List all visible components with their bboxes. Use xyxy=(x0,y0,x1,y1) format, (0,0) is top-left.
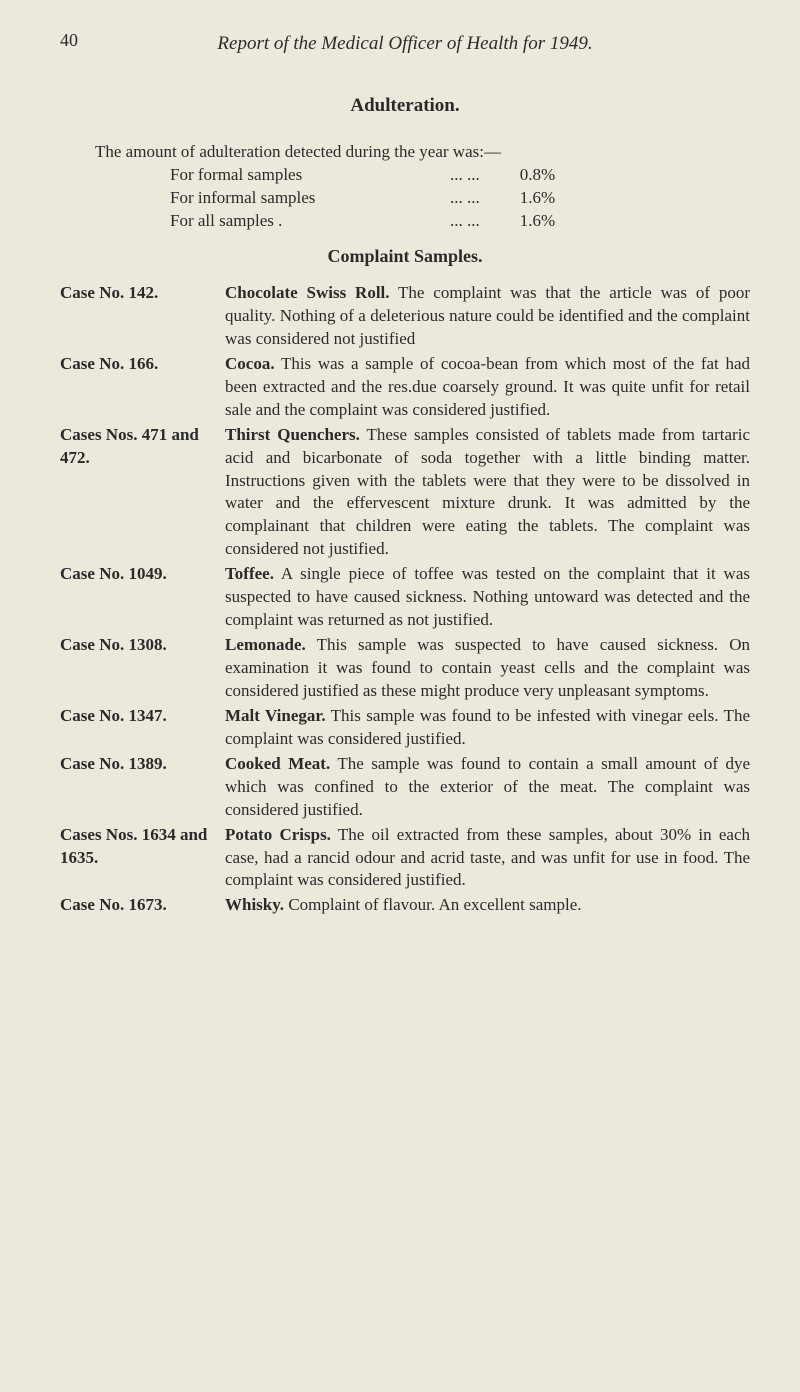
intro-text: The amount of adulteration detected duri… xyxy=(95,142,750,162)
case-entry: Case No. 142.Chocolate Swiss Roll. The c… xyxy=(60,282,750,351)
case-entry: Case No. 166.Cocoa. This was a sample of… xyxy=(60,353,750,422)
case-body: Cocoa. This was a sample of cocoa-bean f… xyxy=(225,353,750,422)
case-label: Cases Nos. 471 and 472. xyxy=(60,424,225,562)
case-title: Potato Crisps. xyxy=(225,825,331,844)
case-body: Cooked Meat. The sample was found to con… xyxy=(225,753,750,822)
case-title: Chocolate Swiss Roll. xyxy=(225,283,390,302)
case-label: Case No. 1308. xyxy=(60,634,225,703)
case-label: Case No. 166. xyxy=(60,353,225,422)
case-label: Case No. 1347. xyxy=(60,705,225,751)
section-title: Adulteration. xyxy=(60,95,750,117)
case-body: Toffee. A single piece of toffee was tes… xyxy=(225,563,750,632)
case-title: Malt Vinegar. xyxy=(225,706,326,725)
case-entry: Cases Nos. 1634 and 1635.Potato Crisps. … xyxy=(60,824,750,893)
case-text: This was a sample of cocoa-bean from whi… xyxy=(225,354,750,419)
sample-dots: ... ... xyxy=(450,188,480,208)
sample-value: 1.6% xyxy=(520,211,600,231)
sample-dots: ... ... xyxy=(450,211,480,231)
sample-value: 0.8% xyxy=(520,165,600,185)
sample-label: For all samples . xyxy=(170,211,450,231)
case-title: Cocoa. xyxy=(225,354,275,373)
case-body: Malt Vinegar. This sample was found to b… xyxy=(225,705,750,751)
case-entry: Case No. 1347.Malt Vinegar. This sample … xyxy=(60,705,750,751)
page-number: 40 xyxy=(60,30,78,51)
case-body: Whisky. Complaint of flavour. An excelle… xyxy=(225,894,750,917)
case-entry: Case No. 1308.Lemonade. This sample was … xyxy=(60,634,750,703)
cases-container: Case No. 142.Chocolate Swiss Roll. The c… xyxy=(60,282,750,917)
case-title: Whisky. xyxy=(225,895,284,914)
case-body: Thirst Quenchers. These samples consiste… xyxy=(225,424,750,562)
sample-value: 1.6% xyxy=(520,188,600,208)
case-title: Thirst Quenchers. xyxy=(225,425,360,444)
case-body: Lemonade. This sample was suspected to h… xyxy=(225,634,750,703)
header: Report of the Medical Officer of Health … xyxy=(60,30,750,55)
sample-row: For all samples . ... ... 1.6% xyxy=(170,211,750,231)
sample-dots: ... ... xyxy=(450,165,480,185)
case-title: Lemonade. xyxy=(225,635,306,654)
sample-row: For informal samples ... ... 1.6% xyxy=(170,188,750,208)
case-entry: Cases Nos. 471 and 472.Thirst Quenchers.… xyxy=(60,424,750,562)
case-label: Case No. 1049. xyxy=(60,563,225,632)
sample-label: For informal samples xyxy=(170,188,450,208)
case-label: Case No. 142. xyxy=(60,282,225,351)
case-text: These samples consisted of tablets made … xyxy=(225,425,750,559)
case-body: Chocolate Swiss Roll. The complaint was … xyxy=(225,282,750,351)
case-label: Case No. 1389. xyxy=(60,753,225,822)
case-text: Complaint of flavour. An excellent sampl… xyxy=(284,895,581,914)
case-title: Cooked Meat. xyxy=(225,754,330,773)
case-body: Potato Crisps. The oil extracted from th… xyxy=(225,824,750,893)
case-text: A single piece of toffee was tested on t… xyxy=(225,564,750,629)
case-title: Toffee. xyxy=(225,564,274,583)
sample-row: For formal samples ... ... 0.8% xyxy=(170,165,750,185)
sample-label: For formal samples xyxy=(170,165,450,185)
case-label: Cases Nos. 1634 and 1635. xyxy=(60,824,225,893)
case-label: Case No. 1673. xyxy=(60,894,225,917)
case-entry: Case No. 1389.Cooked Meat. The sample wa… xyxy=(60,753,750,822)
subsection-title: Complaint Samples. xyxy=(60,246,750,267)
case-entry: Case No. 1049.Toffee. A single piece of … xyxy=(60,563,750,632)
case-entry: Case No. 1673.Whisky. Complaint of flavo… xyxy=(60,894,750,917)
